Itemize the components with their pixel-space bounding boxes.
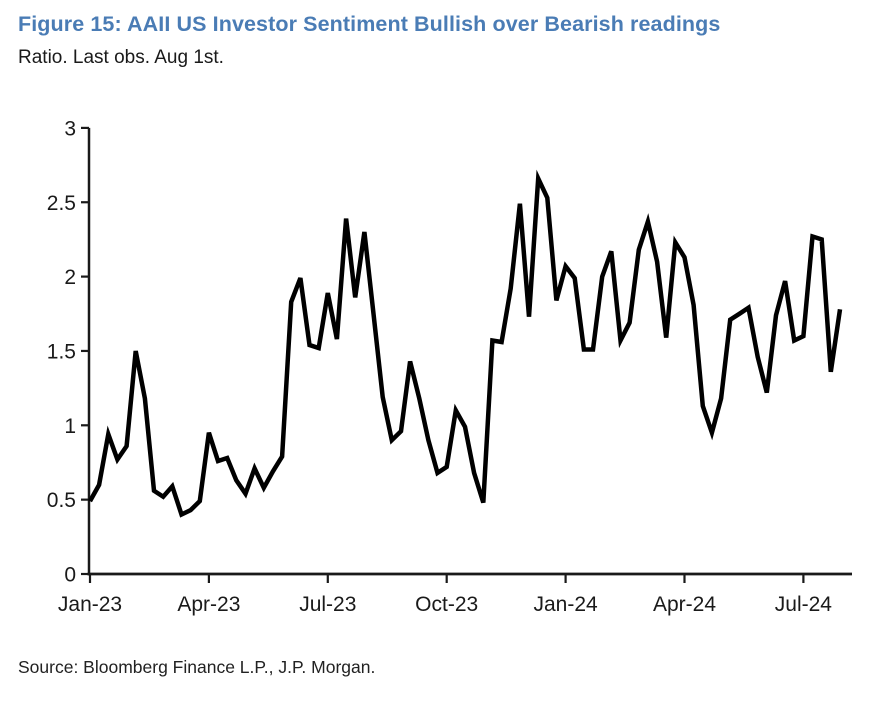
- y-tick-label: 0: [64, 564, 76, 587]
- y-tick-label: 1: [64, 415, 76, 438]
- y-axis-tick-labels: 0 0.5 1 1.5 2 2.5 3: [47, 117, 76, 586]
- y-tick-label: 2.5: [47, 192, 76, 215]
- x-tick-label: Jul-23: [299, 593, 356, 616]
- y-axis: [81, 126, 91, 576]
- source-note: Source: Bloomberg Finance L.P., J.P. Mor…: [18, 657, 376, 677]
- bull-bear-ratio-line: [88, 169, 843, 518]
- x-tick-label: Oct-23: [415, 593, 478, 616]
- x-tick-label: Jul-24: [775, 593, 833, 616]
- figure-subtitle: Ratio. Last obs. Aug 1st.: [18, 47, 224, 68]
- x-tick-label: Apr-24: [653, 593, 716, 616]
- x-tick-label: Apr-23: [177, 593, 240, 616]
- x-tick-label: Jan-23: [58, 593, 122, 616]
- x-tick-label: Jan-24: [533, 593, 598, 616]
- y-tick-label: 2: [64, 266, 76, 289]
- x-axis: [87, 572, 852, 583]
- y-tick-label: 3: [64, 117, 76, 140]
- x-axis-tick-labels: Jan-23 Apr-23 Jul-23 Oct-23 Jan-24 Apr-24 Jul-…: [58, 593, 832, 616]
- figure-title: Figure 15: AAII US Investor Sentiment Bu…: [18, 12, 721, 36]
- y-tick-label: 0.5: [47, 489, 76, 512]
- y-tick-label: 1.5: [47, 340, 76, 363]
